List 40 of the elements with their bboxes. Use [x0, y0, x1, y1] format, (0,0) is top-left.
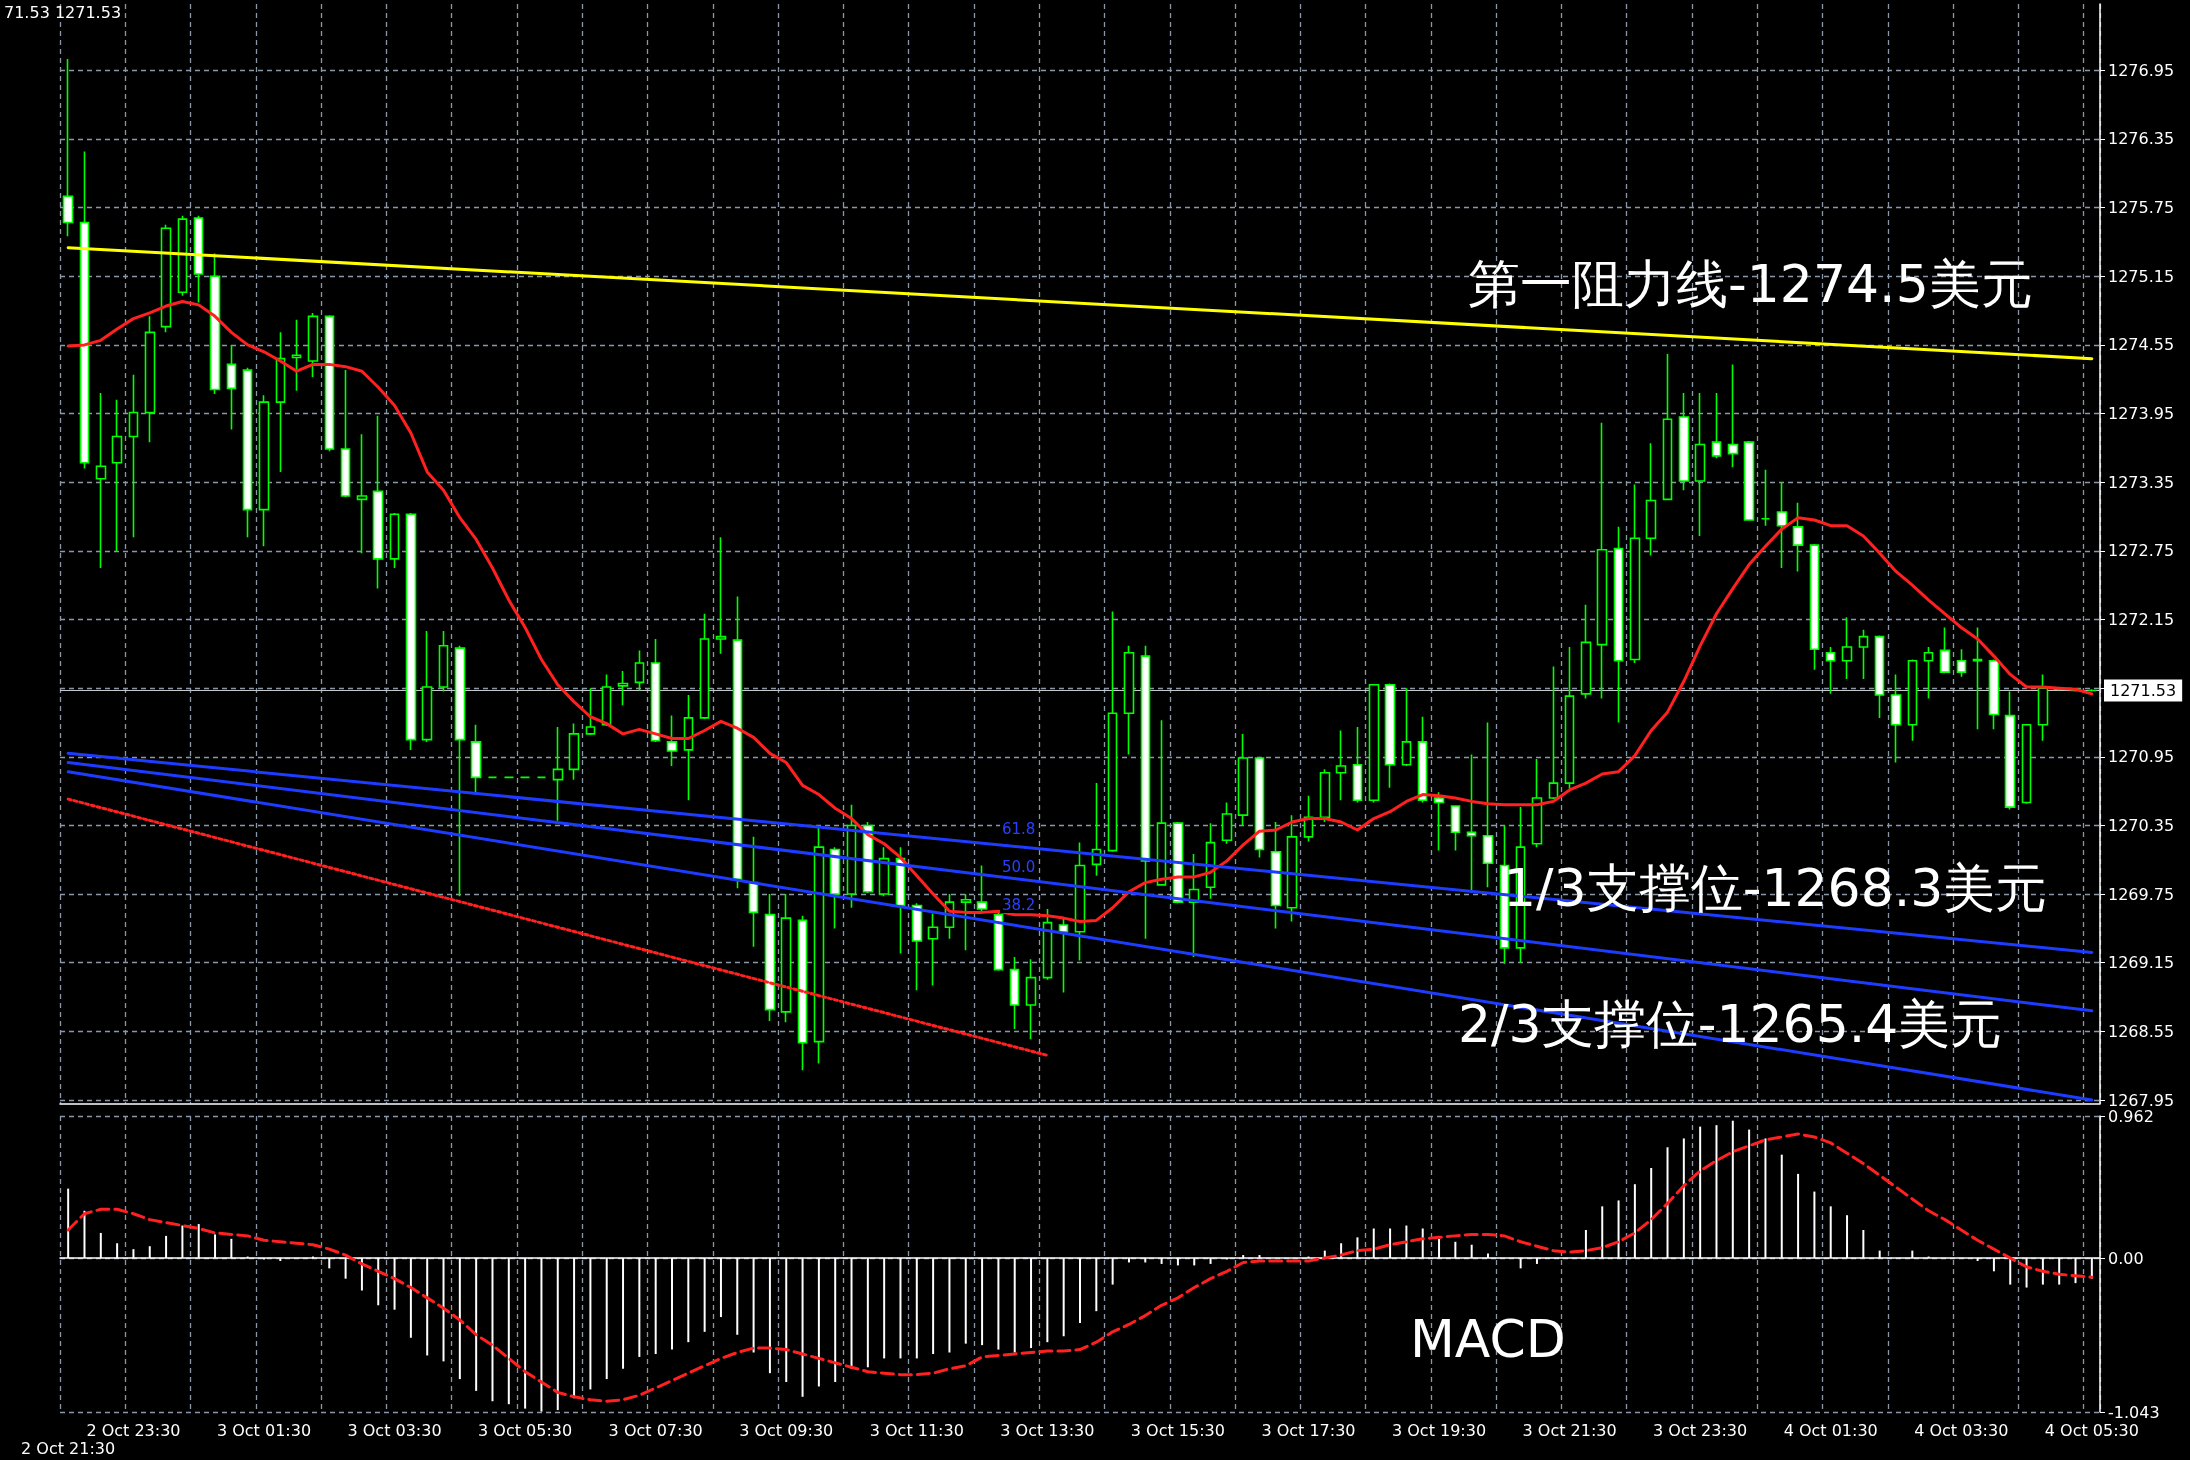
x-tick-label: 3 Oct 05:30 [478, 1420, 573, 1440]
y-tick-label: 1270.35 [2108, 815, 2175, 835]
y-tick-label: 1268.55 [2108, 1021, 2175, 1041]
ref-line-label: 1271.53 [2110, 680, 2177, 700]
x-tick-label: 3 Oct 01:30 [216, 1420, 312, 1440]
x-tick-label: 3 Oct 21:30 [1522, 1420, 1617, 1440]
y-tick-label: 1274.55 [2108, 335, 2175, 355]
y-tick-label: 1269.75 [2108, 884, 2175, 904]
y-tick-label: 1269.15 [2108, 953, 2175, 973]
y-tick-label: 1276.35 [2108, 129, 2175, 149]
x-tick-label: 3 Oct 19:30 [1391, 1420, 1487, 1440]
y-tick-label: 1275.75 [2108, 198, 2175, 218]
annotation: 61.8 [1002, 819, 1036, 838]
y-tick-label: 1272.75 [2108, 541, 2175, 561]
x-tick-label: 3 Oct 11:30 [869, 1420, 964, 1440]
x-tick-label: 3 Oct 13:30 [1000, 1420, 1095, 1440]
y-tick-label: 0.00 [2108, 1248, 2144, 1268]
annotation: 第一阻力线-1274.5美元 [1468, 254, 2033, 314]
annotation: 71.53 1271.53 [4, 2, 122, 22]
y-tick-label: -1.043 [2108, 1402, 2160, 1422]
x-tick-label: 4 Oct 01:30 [1783, 1420, 1878, 1440]
y-tick-label: 1273.35 [2108, 472, 2175, 492]
x-tick-label: 3 Oct 23:30 [1653, 1420, 1748, 1440]
x-tick-label: 3 Oct 07:30 [608, 1420, 703, 1440]
x-tick-label: 4 Oct 03:30 [1914, 1420, 2009, 1440]
x-tick-label: 2 Oct 23:30 [86, 1420, 181, 1440]
annotation: MACD [1410, 1309, 1566, 1369]
x-tick-label: 4 Oct 05:30 [2044, 1420, 2139, 1440]
y-tick-label: 1276.95 [2108, 60, 2175, 80]
y-tick-label: 1270.95 [2108, 747, 2175, 767]
y-tick-label: 1272.15 [2108, 610, 2175, 629]
x-tick-label: 2 Oct 21:30 [21, 1438, 116, 1458]
x-tick-label: 3 Oct 09:30 [739, 1420, 834, 1440]
x-tick-label: 3 Oct 17:30 [1261, 1420, 1356, 1440]
x-tick-label: 3 Oct 03:30 [347, 1420, 442, 1440]
annotation: 50.0 [1002, 857, 1036, 876]
y-tick-label: 1275.15 [2108, 266, 2175, 286]
y-tick-label: 1273.95 [2108, 404, 2175, 424]
x-tick-label: 3 Oct 15:30 [1130, 1420, 1225, 1440]
annotation: 38.2 [1002, 895, 1036, 914]
